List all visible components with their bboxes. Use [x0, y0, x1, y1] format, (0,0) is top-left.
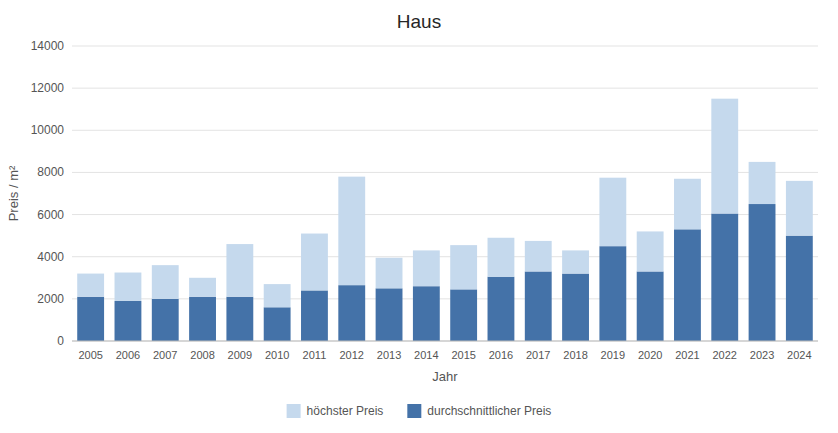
x-tick-label: 2013 — [377, 349, 401, 361]
bar — [749, 162, 776, 204]
x-tick-label: 2019 — [601, 349, 625, 361]
bar — [264, 307, 291, 341]
chart: 0 2000 4000 6000 8000 10000 12000 14000 2005 2006… — [0, 0, 838, 433]
x-tick-label: 2009 — [228, 349, 252, 361]
y-axis: 0 2000 4000 6000 8000 10000 12000 14000 — [31, 39, 65, 348]
bar — [301, 234, 328, 291]
bar — [450, 245, 477, 289]
bar — [562, 274, 589, 341]
y-tick-label: 4000 — [37, 250, 64, 264]
bar — [77, 274, 104, 297]
legend-label: durchschnittlicher Preis — [427, 404, 551, 418]
legend-swatch — [407, 404, 421, 418]
bar — [711, 99, 738, 214]
x-tick-label: 2006 — [116, 349, 140, 361]
y-tick-label: 8000 — [37, 165, 64, 179]
legend-item: höchster Preis — [287, 404, 384, 418]
x-tick-label: 2022 — [713, 349, 737, 361]
x-tick-label: 2016 — [489, 349, 513, 361]
x-tick-label: 2007 — [153, 349, 177, 361]
series — [77, 99, 813, 308]
y-tick-label: 2000 — [37, 292, 64, 306]
bar — [152, 265, 179, 299]
bar — [264, 284, 291, 307]
x-tick-label: 2018 — [563, 349, 587, 361]
x-axis: 2005 2006 2007 2008 2009 2010 2011 2012 2013 2014… — [78, 349, 811, 361]
bar — [376, 288, 403, 341]
legend-swatch — [287, 404, 301, 418]
grid-line — [72, 88, 818, 89]
x-tick-label: 2011 — [303, 349, 327, 361]
series — [77, 204, 813, 341]
y-tick-label: 0 — [57, 334, 64, 348]
bars — [77, 99, 813, 341]
x-axis-line — [72, 341, 818, 342]
y-tick-label: 12000 — [31, 81, 65, 95]
bar — [77, 297, 104, 341]
bar — [189, 278, 216, 297]
bar — [488, 238, 515, 277]
x-tick-label: 2024 — [787, 349, 811, 361]
grid-line — [72, 341, 818, 342]
x-tick-label: 2020 — [638, 349, 662, 361]
grid — [72, 46, 818, 341]
bar — [786, 236, 813, 341]
x-tick-label: 2008 — [190, 349, 214, 361]
grid-line — [72, 130, 818, 131]
bar — [226, 297, 253, 341]
bar — [413, 250, 440, 286]
bar — [711, 214, 738, 341]
x-tick-label: 2021 — [675, 349, 699, 361]
legend-label: höchster Preis — [307, 404, 384, 418]
bar — [749, 204, 776, 341]
bar — [786, 181, 813, 236]
bar — [599, 246, 626, 341]
bar — [562, 250, 589, 273]
bar — [152, 299, 179, 341]
bar — [450, 289, 477, 341]
bar — [674, 229, 701, 341]
x-axis-label: Jahr — [432, 369, 458, 384]
bar — [637, 271, 664, 341]
bar — [115, 273, 142, 301]
background — [0, 0, 838, 433]
bar — [599, 178, 626, 246]
x-tick-label: 2014 — [414, 349, 438, 361]
legend-item: durchschnittlicher Preis — [407, 404, 551, 418]
bar — [301, 290, 328, 341]
legend: höchster Preis durchschnittlicher Preis — [287, 404, 552, 418]
y-axis-label: Preis / m² — [6, 165, 21, 221]
x-tick-label: 2017 — [526, 349, 550, 361]
y-tick-label: 14000 — [31, 39, 65, 53]
grid-line — [72, 214, 818, 215]
x-tick-label: 2023 — [750, 349, 774, 361]
grid-line — [72, 298, 818, 299]
y-tick-label: 6000 — [37, 208, 64, 222]
x-tick-label: 2005 — [78, 349, 102, 361]
bar — [637, 231, 664, 271]
x-tick-label: 2010 — [265, 349, 289, 361]
bar — [376, 258, 403, 289]
grid-line — [72, 46, 818, 47]
bar — [115, 301, 142, 341]
bar — [226, 244, 253, 297]
bar — [525, 271, 552, 341]
bar — [488, 277, 515, 341]
bar — [413, 286, 440, 341]
grid-line — [72, 172, 818, 173]
bar — [338, 177, 365, 286]
bar — [674, 179, 701, 230]
title: Haus — [397, 11, 441, 32]
x-tick-label: 2012 — [340, 349, 364, 361]
y-tick-label: 10000 — [31, 123, 65, 137]
x-tick-label: 2015 — [451, 349, 475, 361]
grid-line — [72, 256, 818, 257]
bar — [189, 297, 216, 341]
bar — [338, 285, 365, 341]
bar — [525, 241, 552, 272]
